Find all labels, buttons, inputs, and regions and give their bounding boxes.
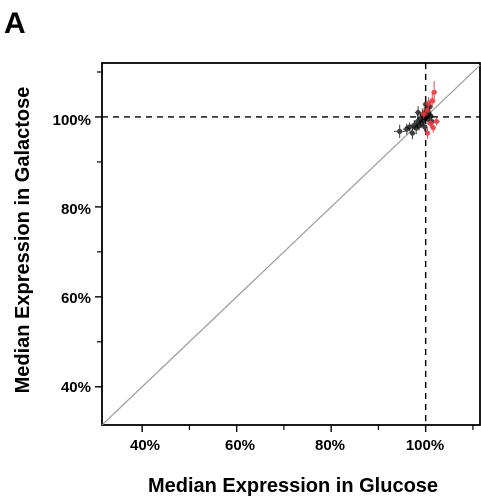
y-axis-title: Median Expression in Galactose <box>12 87 34 394</box>
x-tick-label: 80% <box>315 437 345 454</box>
y-tick-label: 60% <box>61 290 91 307</box>
y-axis: 40% 60% 80% 100% Median Expression in Ga… <box>12 71 102 396</box>
point-marker <box>433 118 440 125</box>
red-data-point <box>428 93 436 108</box>
x-axis-ticks <box>141 425 474 432</box>
point-marker <box>397 128 403 134</box>
point-marker <box>424 130 431 136</box>
point-marker <box>409 130 416 136</box>
x-tick-label: 100% <box>406 437 444 454</box>
y-axis-ticks <box>95 71 102 388</box>
x-tick-label: 60% <box>225 437 255 454</box>
point-marker <box>427 120 433 126</box>
x-tick-label: 40% <box>130 437 160 454</box>
point-marker <box>422 124 428 130</box>
y-tick-label: 100% <box>53 112 91 129</box>
x-axis: 40% 60% 80% 100% Median Expression in Gl… <box>130 425 474 497</box>
red-data-point <box>421 109 427 119</box>
point-marker <box>429 98 435 104</box>
red-data-point <box>424 104 430 116</box>
red-data-point <box>427 118 434 128</box>
black-data-point <box>414 106 422 119</box>
point-marker <box>424 107 430 113</box>
point-marker <box>428 113 434 119</box>
point-marker <box>421 111 427 117</box>
y-tick-label: 80% <box>61 201 91 218</box>
panel-label: A <box>4 7 26 40</box>
red-data-point <box>425 97 432 110</box>
red-data-point <box>424 127 431 139</box>
red-point-series <box>421 80 440 139</box>
red-data-point <box>430 122 436 133</box>
black-data-point <box>421 122 428 132</box>
plot-area <box>101 62 481 426</box>
black-data-point <box>409 126 416 140</box>
point-marker <box>430 125 436 131</box>
black-data-point <box>394 124 406 139</box>
x-axis-title: Median Expression in Glucose <box>148 475 438 497</box>
point-marker <box>415 109 421 116</box>
red-data-point <box>433 117 440 126</box>
point-marker <box>431 89 437 95</box>
y-tick-label: 40% <box>61 379 91 396</box>
point-marker <box>425 100 432 107</box>
plot-frame <box>101 62 481 426</box>
